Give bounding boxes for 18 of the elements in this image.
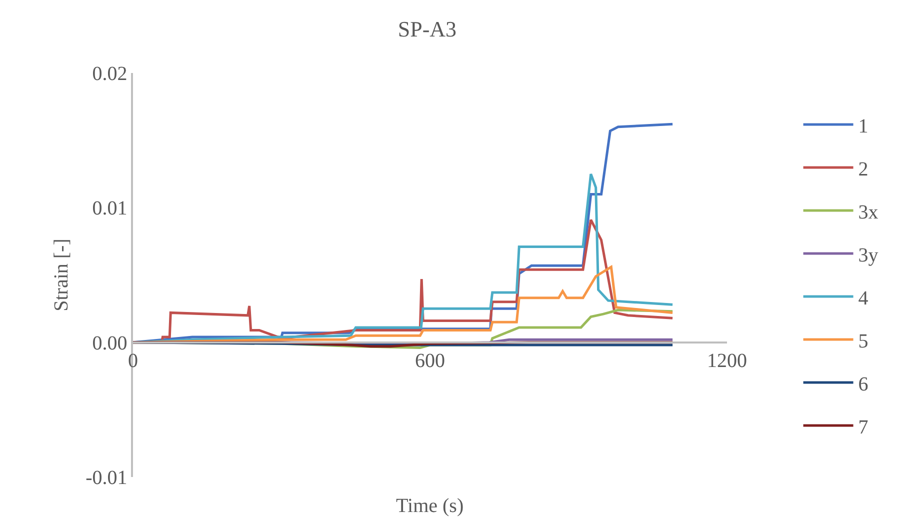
x-tick-label: 0 [128, 350, 138, 372]
y-tick-label: 0.02 [92, 63, 128, 85]
legend-label: 3x [858, 201, 878, 224]
chart-title: SP-A3 [398, 16, 457, 42]
y-tick-label: -0.01 [86, 467, 128, 489]
legend-label: 5 [858, 330, 868, 352]
legend-label: 3y [858, 244, 878, 266]
legend-label: 4 [858, 287, 868, 310]
x-axis-title: Time (s) [396, 495, 464, 517]
legend-label: 6 [858, 373, 868, 396]
x-tick-label: 600 [415, 350, 445, 372]
y-tick-label: 0.00 [92, 332, 128, 354]
y-axis-title: Strain [-] [50, 238, 73, 312]
legend-label: 7 [858, 416, 868, 438]
legend-label: 2 [858, 158, 868, 180]
y-tick-label: 0.01 [92, 198, 128, 220]
legend-label: 1 [858, 115, 868, 138]
x-tick-label: 1200 [707, 350, 747, 372]
